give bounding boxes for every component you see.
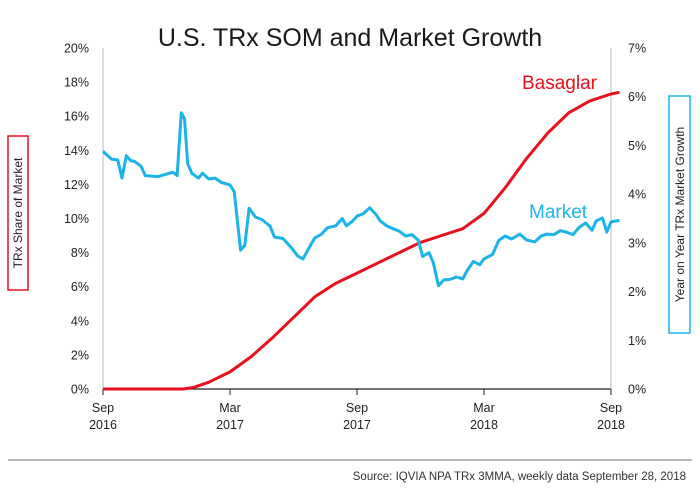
left-tick-label: 0%	[71, 383, 89, 397]
series-line-basaglar	[103, 90, 620, 391]
right-tick-label: 6%	[628, 90, 646, 104]
left-tick-label: 8%	[71, 246, 89, 260]
left-tick-label: 10%	[64, 212, 89, 226]
x-tick-label: 2017	[216, 418, 244, 432]
x-tick-label: 2018	[597, 418, 625, 432]
source-note: Source: IQVIA NPA TRx 3MMA, weekly data …	[353, 471, 686, 483]
left-tick-label: 2%	[71, 348, 89, 362]
x-tick-label: 2018	[470, 418, 498, 432]
right-tick-label: 7%	[628, 42, 646, 56]
right-tick-label: 4%	[628, 188, 646, 202]
left-tick-label: 4%	[71, 314, 89, 328]
left-axis-label: TRx Share of Market	[11, 157, 25, 268]
right-axis-label: Year on Year TRx Market Growth	[673, 127, 687, 302]
right-tick-label: 3%	[628, 236, 646, 250]
x-axis-ticks: Sep 2016 Mar 2017 Sep 2017 Mar 2018 Sep 2018	[89, 389, 625, 432]
left-tick-label: 14%	[64, 144, 89, 158]
series-line-market	[101, 111, 620, 288]
left-tick-label: 16%	[64, 110, 89, 124]
left-tick-label: 20%	[64, 42, 89, 56]
right-tick-label: 1%	[628, 334, 646, 348]
left-axis-label-box	[7, 135, 29, 291]
left-tick-label: 18%	[64, 76, 89, 90]
left-tick-label: 6%	[71, 280, 89, 294]
x-tick-label: Mar	[219, 401, 241, 415]
x-tick-label: 2017	[343, 418, 371, 432]
x-tick-label: 2016	[89, 418, 117, 432]
right-axis-label-box	[668, 95, 691, 334]
right-tick-label: 0%	[628, 383, 646, 397]
right-y-axis-ticks: 0% 1% 2% 3% 4% 5% 6% 7%	[628, 42, 646, 397]
x-tick-label: Sep	[346, 401, 368, 415]
chart-title: U.S. TRx SOM and Market Growth	[158, 24, 542, 52]
right-tick-label: 5%	[628, 139, 646, 153]
series-label-market: Market	[529, 202, 588, 223]
series-label-basaglar: Basaglar	[522, 73, 598, 94]
left-y-axis-ticks: 0% 2% 4% 6% 8% 10% 12% 14% 16% 18% 20%	[64, 42, 89, 397]
right-tick-label: 2%	[628, 285, 646, 299]
x-tick-label: Mar	[473, 401, 495, 415]
x-tick-label: Sep	[600, 401, 622, 415]
x-tick-label: Sep	[92, 401, 114, 415]
left-tick-label: 12%	[64, 178, 89, 192]
